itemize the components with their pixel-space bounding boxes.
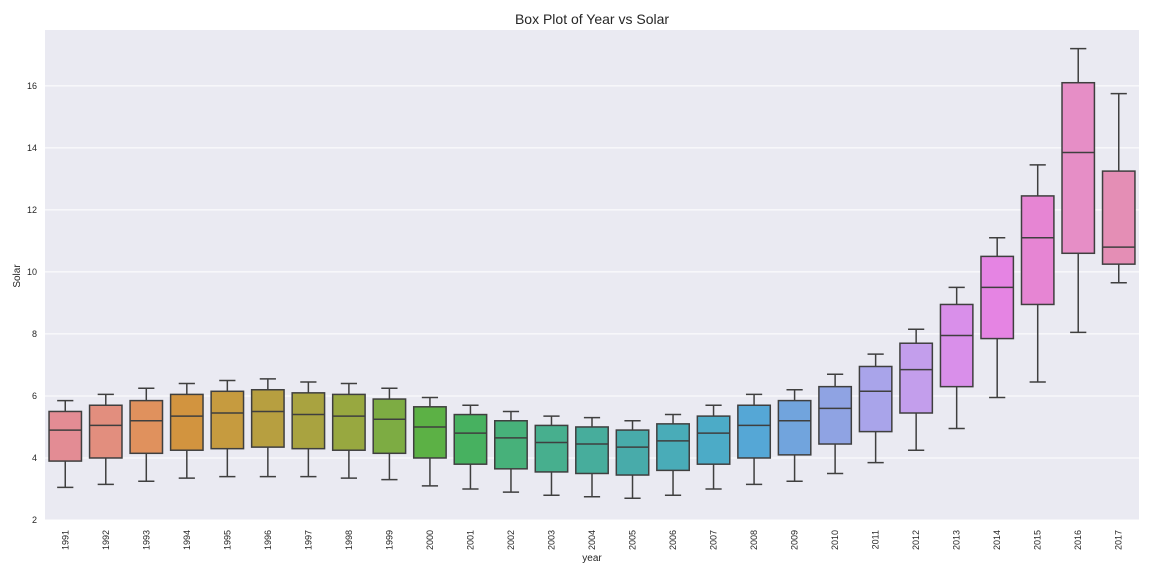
- box-2012: [899, 328, 934, 451]
- iqr-box: [534, 424, 569, 473]
- iqr-box: [656, 423, 690, 472]
- x-tick-label: 2012: [911, 530, 921, 550]
- x-tick-label: 1997: [303, 530, 313, 550]
- iqr-box: [858, 365, 893, 433]
- y-tick-label: 4: [32, 453, 37, 463]
- iqr-box: [980, 255, 1015, 340]
- y-tick-label: 14: [27, 143, 37, 153]
- iqr-box: [696, 415, 731, 465]
- chart-title: Box Plot of Year vs Solar: [515, 11, 669, 27]
- box-2007: [696, 404, 731, 490]
- box-2009: [777, 388, 812, 482]
- box-1997: [291, 381, 326, 478]
- iqr-box: [777, 399, 812, 456]
- x-tick-label: 1995: [222, 530, 232, 550]
- iqr-box: [575, 426, 609, 475]
- box-1994: [169, 382, 204, 479]
- box-1999: [372, 387, 407, 481]
- box-2008: [737, 393, 772, 486]
- iqr-box: [412, 406, 447, 459]
- box-2005: [615, 420, 650, 500]
- x-tick-label: 1993: [141, 530, 151, 550]
- box-1998: [331, 382, 366, 479]
- box-2010: [818, 373, 853, 475]
- box-2014: [980, 237, 1015, 399]
- box-2006: [656, 413, 690, 496]
- x-tick-label: 1996: [263, 530, 273, 550]
- iqr-box: [899, 342, 934, 414]
- iqr-box: [291, 392, 326, 450]
- iqr-box: [818, 385, 853, 445]
- box-1995: [210, 379, 245, 478]
- x-tick-label: 2015: [1033, 530, 1043, 550]
- iqr-box: [169, 393, 204, 451]
- x-tick-label: 2001: [465, 530, 475, 550]
- y-axis-label: Solar: [12, 264, 23, 288]
- box-1991: [48, 399, 83, 489]
- box-2017: [1101, 92, 1136, 284]
- x-tick-label: 1991: [60, 530, 70, 550]
- x-tick-label: 2006: [668, 530, 678, 550]
- box-layer: [48, 47, 1136, 500]
- box-2011: [858, 353, 893, 464]
- y-tick-label: 8: [32, 329, 37, 339]
- iqr-box: [210, 390, 245, 450]
- y-tick-labels: 2 4 6 8 10 12 14 16: [27, 81, 37, 525]
- x-tick-labels: 1991 1992 1993 1994 1995 1996 1997 1998 1999 2000…: [60, 530, 1123, 550]
- box-1996: [250, 378, 285, 478]
- box-2013: [939, 286, 974, 430]
- x-tick-label: 1999: [384, 530, 394, 550]
- x-tick-label: 2005: [628, 530, 638, 550]
- iqr-box: [737, 404, 772, 459]
- x-tick-label: 2013: [952, 530, 962, 550]
- iqr-box: [250, 388, 285, 448]
- y-tick-label: 6: [32, 391, 37, 401]
- x-tick-label: 2007: [709, 530, 719, 550]
- x-tick-label: 2004: [587, 530, 597, 550]
- iqr-box: [1101, 170, 1136, 265]
- iqr-box: [331, 393, 366, 451]
- x-tick-label: 2000: [425, 530, 435, 550]
- box-2004: [575, 416, 609, 498]
- box-2016: [1061, 47, 1096, 334]
- box-2002: [494, 410, 528, 493]
- box-2003: [534, 415, 569, 496]
- iqr-box: [1020, 195, 1055, 306]
- iqr-box: [129, 399, 164, 455]
- x-tick-label: 2002: [506, 530, 516, 550]
- iqr-box: [48, 410, 83, 462]
- y-tick-label: 2: [32, 515, 37, 525]
- x-tick-label: 1994: [182, 530, 192, 550]
- x-tick-label: 2009: [790, 530, 800, 550]
- x-tick-label: 2011: [871, 530, 881, 549]
- x-axis-label: year: [582, 553, 602, 564]
- y-tick-label: 16: [27, 81, 37, 91]
- iqr-box: [372, 398, 407, 455]
- y-tick-label: 10: [27, 267, 37, 277]
- x-tick-label: 2017: [1114, 530, 1124, 550]
- box-2000: [412, 396, 447, 487]
- iqr-box: [494, 420, 528, 470]
- box-1993: [129, 387, 164, 482]
- iqr-box: [939, 303, 974, 388]
- box-2015: [1020, 164, 1055, 383]
- x-tick-label: 2010: [830, 530, 840, 550]
- iqr-box: [615, 429, 650, 476]
- box-1992: [88, 393, 123, 486]
- y-tick-label: 12: [27, 205, 37, 215]
- iqr-box: [88, 404, 123, 459]
- iqr-box: [1061, 81, 1096, 255]
- iqr-box: [453, 413, 488, 465]
- x-tick-label: 2016: [1073, 530, 1083, 550]
- x-tick-label: 2003: [546, 530, 556, 550]
- x-tick-label: 1992: [101, 530, 111, 550]
- x-tick-label: 2014: [992, 530, 1002, 550]
- x-tick-label: 1998: [344, 530, 354, 550]
- x-tick-label: 2008: [749, 530, 759, 550]
- box-2001: [453, 404, 488, 490]
